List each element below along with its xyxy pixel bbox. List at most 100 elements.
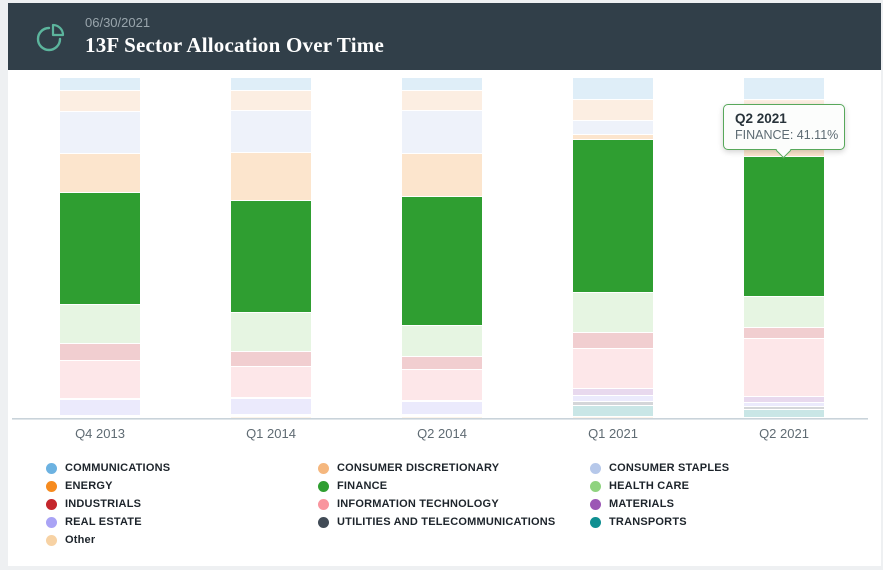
x-axis-label: Q4 2013 xyxy=(75,426,125,441)
segment-real-estate[interactable] xyxy=(231,397,311,414)
segment-energy[interactable] xyxy=(231,152,311,200)
legend-item-energy[interactable]: ENERGY xyxy=(46,477,318,495)
legend-item-materials[interactable]: MATERIALS xyxy=(590,495,871,513)
segment-finance[interactable] xyxy=(60,192,140,305)
segment-materials[interactable] xyxy=(402,399,482,401)
bar-q4-2013[interactable] xyxy=(60,78,140,418)
segment-industrials[interactable] xyxy=(744,327,824,339)
segment-real-estate[interactable] xyxy=(60,398,140,415)
segment-communications[interactable] xyxy=(402,78,482,90)
segment-other[interactable] xyxy=(60,416,140,418)
segment-transports[interactable] xyxy=(60,415,140,417)
legend-item-utilities-and-telecommunications[interactable]: UTILITIES AND TELECOMMUNICATIONS xyxy=(318,513,590,531)
segment-other[interactable] xyxy=(231,416,311,418)
x-axis-label: Q1 2014 xyxy=(246,426,296,441)
legend-item-industrials[interactable]: INDUSTRIALS xyxy=(46,495,318,513)
segment-finance[interactable] xyxy=(573,139,653,292)
segment-finance[interactable] xyxy=(744,155,824,296)
legend-label: CONSUMER DISCRETIONARY xyxy=(337,462,500,474)
segment-consumer-discretionary[interactable] xyxy=(60,90,140,112)
x-axis-line xyxy=(12,418,868,420)
legend-color-dot xyxy=(318,498,329,510)
legend-label: Other xyxy=(65,534,96,546)
tooltip: Q2 2021 FINANCE: 41.11% xyxy=(723,104,845,159)
segment-real-estate[interactable] xyxy=(573,395,653,401)
segment-utilities-and-telecommunications[interactable] xyxy=(573,400,653,406)
segment-other[interactable] xyxy=(402,416,482,418)
segment-transports[interactable] xyxy=(231,415,311,417)
legend-item-transports[interactable]: TRANSPORTS xyxy=(590,513,871,531)
legend-color-dot xyxy=(318,480,329,492)
legend-label: UTILITIES AND TELECOMMUNICATIONS xyxy=(337,516,556,528)
legend-color-dot xyxy=(590,462,601,474)
segment-information-technology[interactable] xyxy=(231,366,311,397)
legend-item-finance[interactable]: FINANCE xyxy=(318,477,590,495)
segment-energy[interactable] xyxy=(60,153,140,193)
plot-area: Q4 2013 Q1 2014 Q2 2014 Q1 2021 Q2 2021 xyxy=(8,70,881,445)
segment-information-technology[interactable] xyxy=(744,338,824,396)
x-axis-label: Q2 2014 xyxy=(417,426,467,441)
segment-health-care[interactable] xyxy=(744,295,824,328)
legend-item-consumer-staples[interactable]: CONSUMER STAPLES xyxy=(590,459,871,477)
legend-color-dot xyxy=(46,534,57,546)
segment-consumer-staples[interactable] xyxy=(402,110,482,154)
segment-information-technology[interactable] xyxy=(60,359,140,398)
segment-industrials[interactable] xyxy=(60,343,140,360)
segment-materials[interactable] xyxy=(744,395,824,402)
segment-real-estate[interactable] xyxy=(744,401,824,407)
segment-energy[interactable] xyxy=(402,153,482,196)
bar-q2-2014[interactable] xyxy=(402,78,482,418)
segment-materials[interactable] xyxy=(60,397,140,399)
segment-industrials[interactable] xyxy=(573,331,653,349)
segment-utilities-and-telecommunications[interactable] xyxy=(60,414,140,416)
segment-other[interactable] xyxy=(573,415,653,418)
segment-information-technology[interactable] xyxy=(573,348,653,389)
segment-consumer-discretionary[interactable] xyxy=(402,89,482,111)
segment-industrials[interactable] xyxy=(402,356,482,370)
segment-health-care[interactable] xyxy=(60,304,140,344)
legend-label: INFORMATION TECHNOLOGY xyxy=(337,498,499,510)
segment-communications[interactable] xyxy=(60,78,140,91)
legend-item-consumer-discretionary[interactable]: CONSUMER DISCRETIONARY xyxy=(318,459,590,477)
segment-materials[interactable] xyxy=(231,396,311,398)
segment-finance[interactable] xyxy=(231,199,311,313)
segment-utilities-and-telecommunications[interactable] xyxy=(402,413,482,416)
segment-transports[interactable] xyxy=(744,409,824,417)
legend-item-information-technology[interactable]: INFORMATION TECHNOLOGY xyxy=(318,495,590,513)
segment-communications[interactable] xyxy=(573,78,653,100)
segment-utilities-and-telecommunications[interactable] xyxy=(231,413,311,416)
segment-consumer-staples[interactable] xyxy=(60,111,140,154)
segment-consumer-staples[interactable] xyxy=(573,120,653,135)
legend-item-communications[interactable]: COMMUNICATIONS xyxy=(46,459,318,477)
segment-transports[interactable] xyxy=(402,415,482,417)
segment-transports[interactable] xyxy=(573,405,653,416)
legend-label: TRANSPORTS xyxy=(609,516,687,528)
legend-color-dot xyxy=(590,480,601,492)
bar-q1-2014[interactable] xyxy=(231,78,311,418)
bar-q1-2021[interactable] xyxy=(573,78,653,418)
segment-consumer-staples[interactable] xyxy=(231,109,311,153)
segment-health-care[interactable] xyxy=(402,325,482,357)
segment-finance[interactable] xyxy=(402,195,482,326)
legend-item-health-care[interactable]: HEALTH CARE xyxy=(590,477,871,495)
legend-color-dot xyxy=(46,462,57,474)
segment-consumer-discretionary[interactable] xyxy=(573,99,653,121)
segment-communications[interactable] xyxy=(231,78,311,90)
pie-chart-icon xyxy=(36,23,65,51)
segment-real-estate[interactable] xyxy=(402,400,482,414)
segment-other[interactable] xyxy=(744,416,824,418)
segment-communications[interactable] xyxy=(744,78,824,100)
segment-health-care[interactable] xyxy=(231,312,311,352)
segment-health-care[interactable] xyxy=(573,291,653,332)
legend-color-dot xyxy=(590,516,601,528)
segment-energy[interactable] xyxy=(573,134,653,140)
segment-materials[interactable] xyxy=(573,388,653,396)
legend-label: MATERIALS xyxy=(609,498,675,510)
segment-consumer-discretionary[interactable] xyxy=(231,89,311,110)
legend-item-real-estate[interactable]: REAL ESTATE xyxy=(46,513,318,531)
segment-information-technology[interactable] xyxy=(402,369,482,400)
segment-industrials[interactable] xyxy=(231,351,311,367)
segment-utilities-and-telecommunications[interactable] xyxy=(744,406,824,410)
legend-item-other[interactable]: Other xyxy=(46,531,318,549)
tooltip-value: FINANCE: 41.11% xyxy=(735,128,839,142)
